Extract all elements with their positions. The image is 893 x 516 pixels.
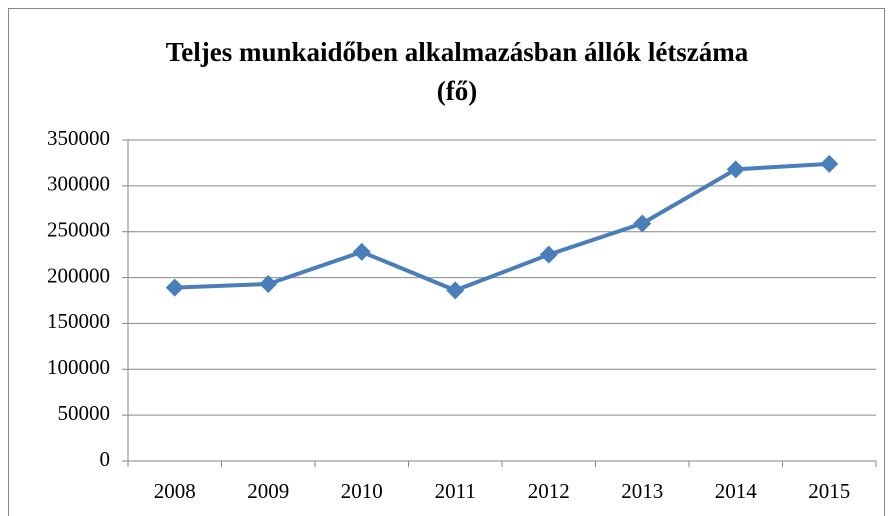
chart-title: (fő) (437, 76, 477, 106)
y-tick-label: 0 (100, 447, 111, 471)
data-line (174, 161, 830, 293)
chart-title: Teljes munkaidőben alkalmazásban állók l… (166, 37, 749, 67)
data-marker (259, 274, 278, 293)
data-marker (446, 281, 465, 300)
x-tick-label: 2013 (621, 479, 663, 503)
y-tick-label: 350000 (47, 126, 110, 150)
y-tick-label: 150000 (47, 309, 110, 333)
y-tick-label: 50000 (58, 401, 111, 425)
data-marker (820, 154, 839, 173)
x-tick-label: 2008 (154, 479, 196, 503)
x-tick-label: 2010 (341, 479, 383, 503)
x-tick-label: 2012 (528, 479, 570, 503)
x-tick-label: 2009 (247, 479, 289, 503)
y-tick-label: 100000 (47, 355, 110, 379)
y-tick-label: 250000 (47, 218, 110, 242)
y-tick-label: 300000 (47, 172, 110, 196)
data-marker (352, 242, 371, 261)
data-marker (726, 160, 745, 179)
chart-border (8, 8, 885, 516)
x-tick-label: 2011 (435, 479, 476, 503)
data-marker (633, 214, 652, 233)
data-marker (539, 245, 558, 264)
x-tick-label: 2014 (715, 479, 758, 503)
x-tick-label: 2015 (808, 479, 850, 503)
y-tick-label: 200000 (47, 263, 110, 287)
data-marker (165, 278, 184, 297)
